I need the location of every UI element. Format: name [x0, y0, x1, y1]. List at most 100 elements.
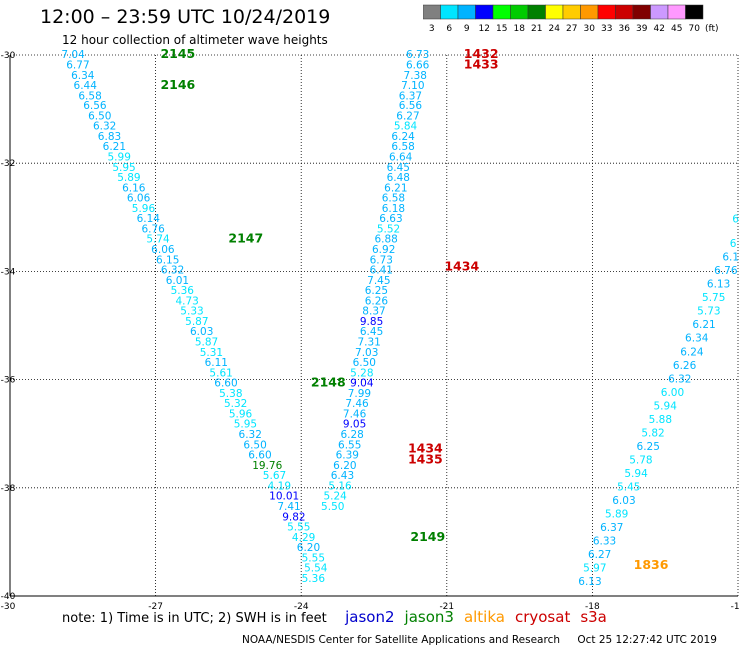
wave-height-label: 5.73 — [697, 306, 720, 318]
footer: NOAA/NESDIS Center for Satellite Applica… — [242, 634, 717, 646]
wave-height-label: 6.27 — [588, 549, 611, 561]
wave-height-label: 6.58 — [382, 193, 405, 205]
wave-height-label: 6.21 — [103, 141, 126, 153]
x-tick-label: -18 — [585, 602, 600, 610]
x-tick-label: -21 — [439, 602, 454, 610]
wave-height-label: 5.84 — [394, 121, 418, 133]
wave-height-label: 6.37 — [399, 90, 422, 102]
wave-height-label: 5.82 — [641, 427, 664, 439]
wave-height-label: 6.50 — [353, 357, 376, 369]
wave-height-label: 6.41 — [370, 265, 393, 277]
legend-item-cryosat: cryosat — [514, 608, 571, 626]
legend-item-s3a: s3a — [580, 608, 607, 626]
wave-height-label: 5.99 — [108, 151, 131, 163]
wave-height-label: 7.31 — [357, 337, 380, 349]
wave-height-label: 6.1 — [722, 252, 739, 264]
pass-time-label: 1435 — [408, 451, 443, 466]
x-tick-label: -15 — [731, 602, 740, 610]
wave-height-label: 5.50 — [321, 501, 344, 513]
wave-height-label: 7.04 — [61, 49, 85, 61]
y-tick-label: -40 — [1, 592, 16, 602]
colorbar-tick: 9 — [464, 24, 470, 34]
colorbar-legend: 3 6 9 12 15 18 21 24 27 30 33 36 39 42 45 70 (ft) — [423, 4, 719, 34]
wave-height-label: 7.99 — [348, 388, 371, 400]
wave-height-label: 6.28 — [340, 429, 363, 441]
wave-height-label: 8.37 — [362, 306, 385, 318]
wave-height-label: 9.82 — [282, 511, 305, 523]
wave-height-label: 10.01 — [269, 491, 299, 503]
y-tick-label: -32 — [1, 159, 16, 169]
wave-height-label: 6.58 — [391, 141, 414, 153]
pass-time-label: 1836 — [634, 557, 669, 572]
wave-height-label: 6.92 — [372, 244, 395, 256]
wave-height-label: 9.04 — [350, 378, 374, 390]
wave-height-label: 6.06 — [151, 244, 175, 256]
wave-height-label: 5.16 — [328, 480, 352, 492]
wave-height-label: 6.48 — [387, 172, 410, 184]
chart-subtitle: 12 hour collection of altimeter wave hei… — [62, 33, 328, 47]
wave-height-label: 6.21 — [692, 319, 715, 331]
colorbar-tick: 12 — [479, 24, 490, 34]
satellite-legend: jason2 jason3 altika cryosat s3a — [345, 608, 617, 626]
wave-height-label: 5.94 — [624, 468, 648, 480]
wave-height-label: 6.13 — [707, 279, 730, 291]
wave-height-label: 6.03 — [612, 495, 635, 507]
wave-height-label: 5.36 — [302, 573, 326, 585]
wave-height-label: 6.63 — [379, 213, 402, 225]
y-tick-label: -36 — [1, 376, 16, 386]
wave-height-label: 6.60 — [248, 450, 271, 462]
wave-height-label: 6.11 — [205, 357, 228, 369]
legend-item-altika: altika — [463, 608, 505, 626]
colorbar-tick: 33 — [601, 24, 612, 34]
wave-height-label: 5.31 — [200, 347, 223, 359]
wave-height-label: 5.96 — [229, 408, 253, 420]
wave-height-label: 6 — [732, 214, 739, 226]
wave-height-label: 5.55 — [302, 552, 325, 564]
wave-height-label: 5.95 — [112, 162, 135, 174]
wave-height-label: 5.33 — [180, 306, 203, 318]
wave-height-label: 6.37 — [600, 522, 623, 534]
wave-height-label: 6.00 — [661, 387, 684, 399]
colorbar-tick: 39 — [636, 24, 648, 34]
wave-height-label: 5.36 — [171, 285, 195, 297]
wave-height-label: 9.85 — [360, 316, 383, 328]
wave-height-label: 5.87 — [185, 316, 208, 328]
wave-height-label: 5.78 — [629, 454, 652, 466]
wave-height-label: 7.38 — [404, 70, 427, 82]
x-tick-label: -27 — [148, 602, 163, 610]
wave-height-label: 5.24 — [323, 491, 347, 503]
wave-height-label: 6.32 — [161, 265, 184, 277]
colorbar-tick: 45 — [671, 24, 682, 34]
wave-height-label: 6.16 — [122, 182, 146, 194]
wave-height-label: 6.18 — [382, 203, 405, 215]
wave-height-label: 6.20 — [333, 460, 356, 472]
wave-height-label: 6.13 — [578, 576, 601, 588]
legend-item-jason2: jason2 — [345, 608, 395, 626]
wave-height-label: 7.46 — [345, 398, 369, 410]
wave-height-label: 5.87 — [195, 337, 218, 349]
wave-height-label: 5.96 — [132, 203, 156, 215]
footer-org: NOAA/NESDIS Center for Satellite Applica… — [242, 634, 560, 646]
wave-height-label: 6.32 — [668, 373, 691, 385]
colorbar-swatch — [685, 4, 704, 20]
wave-height-label: 6.24 — [680, 346, 704, 358]
wave-height-label: 6.56 — [399, 100, 423, 112]
pass-time-label: 2148 — [311, 375, 346, 390]
wave-height-label: 6.01 — [166, 275, 189, 287]
wave-height-label: 5.61 — [209, 367, 232, 379]
wave-height-label: 6.20 — [297, 542, 320, 554]
y-tick-label: -30 — [1, 51, 16, 61]
x-tick-label: -24 — [294, 602, 309, 610]
pass-time-label: 2145 — [160, 46, 195, 61]
colorbar-tick: 70 — [689, 24, 701, 34]
wave-height-label: 6.39 — [336, 450, 359, 462]
x-tick-label: -30 — [1, 602, 16, 610]
wave-height-label: 5.75 — [702, 292, 725, 304]
wave-height-label: 6.66 — [406, 60, 430, 72]
wave-height-label: 6.64 — [389, 151, 413, 163]
wave-height-label: 4.73 — [175, 295, 198, 307]
wave-height-label: 6.55 — [338, 439, 361, 451]
wave-height-label: 5.74 — [146, 234, 170, 246]
wave-height-label: 6.73 — [406, 49, 429, 61]
wave-height-label: 6.76 — [714, 265, 738, 277]
